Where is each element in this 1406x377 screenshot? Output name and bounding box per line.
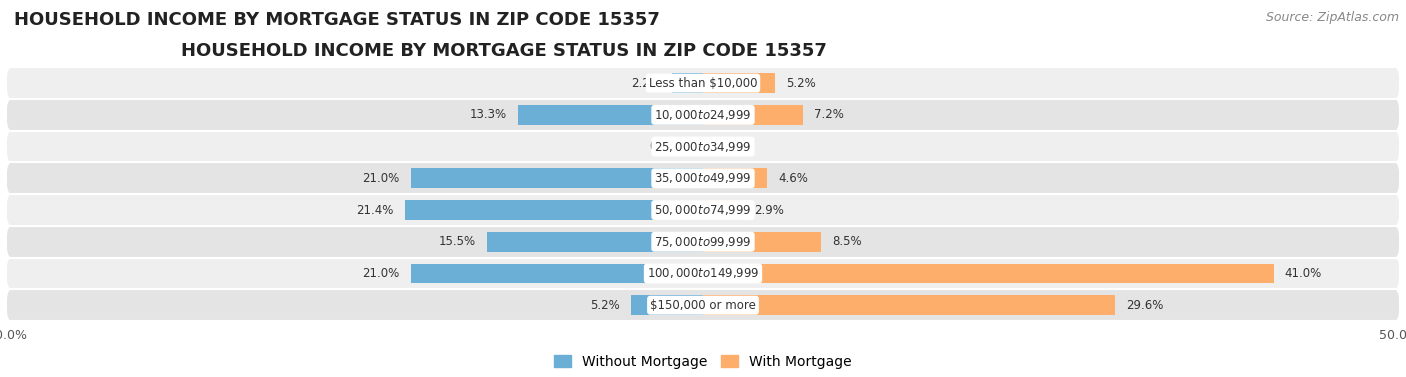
Bar <box>488 232 703 251</box>
Text: HOUSEHOLD INCOME BY MORTGAGE STATUS IN ZIP CODE 15357: HOUSEHOLD INCOME BY MORTGAGE STATUS IN Z… <box>181 42 827 60</box>
Text: 2.2%: 2.2% <box>631 77 661 90</box>
Text: $150,000 or more: $150,000 or more <box>650 299 756 312</box>
Text: 21.0%: 21.0% <box>363 267 399 280</box>
Text: Less than $10,000: Less than $10,000 <box>648 77 758 90</box>
Bar <box>703 73 775 93</box>
Text: 5.2%: 5.2% <box>589 299 620 312</box>
FancyBboxPatch shape <box>7 130 1399 163</box>
Text: $50,000 to $74,999: $50,000 to $74,999 <box>654 203 752 217</box>
Legend: Without Mortgage, With Mortgage: Without Mortgage, With Mortgage <box>548 349 858 374</box>
Text: $10,000 to $24,999: $10,000 to $24,999 <box>654 108 752 122</box>
Bar <box>672 73 703 93</box>
Text: 13.3%: 13.3% <box>470 108 506 121</box>
Text: 15.5%: 15.5% <box>439 235 477 248</box>
Text: HOUSEHOLD INCOME BY MORTGAGE STATUS IN ZIP CODE 15357: HOUSEHOLD INCOME BY MORTGAGE STATUS IN Z… <box>14 11 659 29</box>
Text: $100,000 to $149,999: $100,000 to $149,999 <box>647 267 759 280</box>
FancyBboxPatch shape <box>7 99 1399 131</box>
FancyBboxPatch shape <box>7 67 1399 99</box>
FancyBboxPatch shape <box>7 225 1399 258</box>
Bar <box>631 295 703 315</box>
Text: 8.5%: 8.5% <box>832 235 862 248</box>
FancyBboxPatch shape <box>7 289 1399 321</box>
Bar <box>411 264 703 283</box>
Bar <box>703 295 1115 315</box>
Bar <box>703 105 803 125</box>
Text: 5.2%: 5.2% <box>786 77 817 90</box>
Text: 21.0%: 21.0% <box>363 172 399 185</box>
Text: $35,000 to $49,999: $35,000 to $49,999 <box>654 171 752 185</box>
Text: Source: ZipAtlas.com: Source: ZipAtlas.com <box>1265 11 1399 24</box>
Bar <box>405 200 703 220</box>
Text: 0.0%: 0.0% <box>714 140 744 153</box>
Text: 21.4%: 21.4% <box>357 204 394 216</box>
Text: 29.6%: 29.6% <box>1126 299 1164 312</box>
Bar <box>517 105 703 125</box>
Text: $75,000 to $99,999: $75,000 to $99,999 <box>654 235 752 249</box>
Bar <box>697 137 703 156</box>
Bar <box>703 264 1274 283</box>
Text: 4.6%: 4.6% <box>778 172 808 185</box>
FancyBboxPatch shape <box>7 257 1399 290</box>
Bar <box>703 169 768 188</box>
Bar <box>703 200 744 220</box>
Bar <box>703 232 821 251</box>
FancyBboxPatch shape <box>7 194 1399 226</box>
Text: 41.0%: 41.0% <box>1285 267 1322 280</box>
FancyBboxPatch shape <box>7 162 1399 195</box>
Text: 0.37%: 0.37% <box>650 140 686 153</box>
Text: 7.2%: 7.2% <box>814 108 844 121</box>
Text: 2.9%: 2.9% <box>755 204 785 216</box>
Text: $25,000 to $34,999: $25,000 to $34,999 <box>654 139 752 153</box>
Bar <box>411 169 703 188</box>
